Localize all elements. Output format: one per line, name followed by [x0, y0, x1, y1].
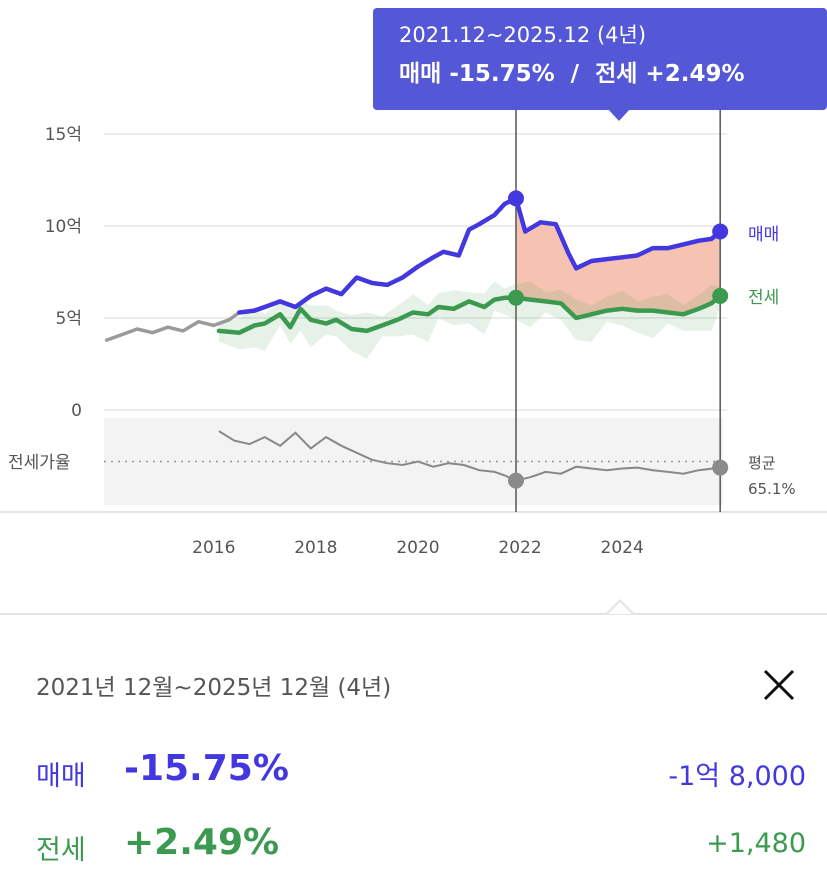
- chart-grid: [104, 133, 727, 411]
- y-tick-label: 10억: [45, 217, 82, 237]
- summary-range-text: 2021년 12월~2025년 12월 (4년): [36, 675, 392, 701]
- jeonse-ratio-panel: [0, 418, 827, 513]
- summary-sale-pct: -15.75%: [124, 748, 289, 789]
- ratio-point-marker: [507, 472, 524, 489]
- summary-jeonse-row: 전세 +2.49% +1,480: [36, 822, 806, 872]
- x-tick-label: 2022: [498, 538, 541, 558]
- divider-notch-inner: [608, 602, 632, 614]
- series-line-early-sale: [104, 310, 242, 342]
- y-tick-label: 5억: [56, 309, 82, 329]
- x-tick-label: 2020: [396, 538, 439, 558]
- summary-jeonse-amount: +1,480: [706, 828, 806, 859]
- x-tick-label: 2024: [601, 538, 644, 558]
- price-chart[interactable]: 15억 10억 5억 0 2016 2018 2020 2022 2024 매매 전세 전세가…: [0, 0, 827, 600]
- summary-jeonse-label: 전세: [36, 835, 86, 866]
- avg-label: 평균: [748, 454, 776, 472]
- jeonse-point-marker: [507, 289, 524, 306]
- close-button[interactable]: [756, 662, 802, 708]
- y-axis-labels: 15억 10억 5억 0: [45, 125, 82, 421]
- x-tick-label: 2018: [294, 538, 337, 558]
- avg-value: 65.1%: [748, 480, 796, 498]
- x-axis-labels: 2016 2018 2020 2022 2024: [192, 538, 644, 558]
- tooltip-change: 매매 -15.75% / 전세 +2.49%: [399, 61, 745, 87]
- tooltip-period: 2021.12~2025.12 (4년): [399, 23, 647, 47]
- summary-sale-amount: -1억 8,000: [668, 761, 806, 792]
- jeonse-range-band: [218, 281, 721, 359]
- close-icon: [763, 669, 795, 701]
- summary-sale-row: 매매 -15.75% -1억 8,000: [36, 748, 806, 798]
- tooltip-arrow: [608, 109, 630, 121]
- chart-lines: [104, 196, 723, 359]
- series-line-ratio: [218, 430, 721, 482]
- ratio-label: 전세가율: [8, 453, 71, 473]
- range-tooltip: 2021.12~2025.12 (4년) 매매 -15.75% / 전세 +2.…: [373, 8, 827, 110]
- legend-sale-label: 매매: [748, 225, 779, 245]
- y-tick-label: 0: [71, 401, 82, 421]
- series-line-jeonse: [216, 293, 723, 335]
- y-tick-label: 15억: [45, 125, 82, 145]
- summary-sale-label: 매매: [36, 761, 86, 792]
- section-divider: [0, 613, 827, 615]
- series-line-sale: [237, 196, 723, 315]
- summary-jeonse-pct: +2.49%: [124, 822, 280, 863]
- legend-jeonse-label: 전세: [748, 288, 779, 308]
- sale-point-marker: [507, 190, 524, 207]
- jeonse-point-marker: [712, 287, 729, 304]
- ratio-point-marker: [712, 459, 729, 476]
- chart-markers: [507, 190, 729, 489]
- x-tick-label: 2016: [192, 538, 235, 558]
- sale-point-marker: [712, 223, 729, 240]
